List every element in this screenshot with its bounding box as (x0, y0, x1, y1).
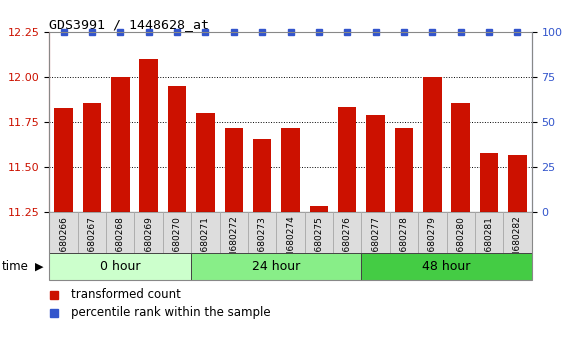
Bar (418, 212, 447, 253)
Bar (248, 212, 277, 253)
Bar (55, 108, 73, 212)
Bar (277, 212, 304, 253)
Bar (83, 103, 101, 212)
Text: ▶: ▶ (35, 261, 44, 272)
Bar (163, 212, 191, 253)
Bar (168, 86, 187, 212)
Text: 24 hour: 24 hour (252, 260, 300, 273)
Bar (475, 212, 503, 253)
Text: GSM680280: GSM680280 (456, 216, 465, 270)
Bar (394, 127, 413, 212)
Bar (111, 77, 130, 212)
Bar (139, 59, 158, 212)
Text: GSM680275: GSM680275 (314, 216, 324, 270)
Bar (281, 127, 300, 212)
Bar (49, 253, 191, 280)
Text: transformed count: transformed count (71, 289, 181, 301)
Bar (134, 212, 163, 253)
Bar (191, 253, 361, 280)
Text: 0 hour: 0 hour (100, 260, 141, 273)
Text: GSM680269: GSM680269 (144, 216, 153, 270)
Bar (508, 155, 526, 212)
Bar (49, 212, 78, 253)
Text: GSM680279: GSM680279 (428, 216, 437, 270)
Bar (367, 115, 385, 212)
Text: GSM680272: GSM680272 (229, 216, 238, 270)
Bar (310, 206, 328, 212)
Bar (361, 253, 532, 280)
Bar (106, 212, 134, 253)
Bar (253, 139, 271, 212)
Bar (196, 113, 214, 212)
Text: GSM680277: GSM680277 (371, 216, 380, 270)
Text: 48 hour: 48 hour (422, 260, 471, 273)
Bar (191, 212, 220, 253)
Bar (304, 212, 333, 253)
Bar (503, 212, 532, 253)
Bar (451, 103, 470, 212)
Text: GSM680282: GSM680282 (513, 216, 522, 270)
Text: GSM680278: GSM680278 (400, 216, 408, 270)
Bar (480, 153, 498, 212)
Bar (220, 212, 248, 253)
Bar (333, 212, 361, 253)
Bar (423, 77, 442, 212)
Bar (224, 127, 243, 212)
Bar (338, 107, 357, 212)
Text: GSM680273: GSM680273 (257, 216, 267, 270)
Text: GSM680271: GSM680271 (201, 216, 210, 270)
Bar (78, 212, 106, 253)
Text: GSM680274: GSM680274 (286, 216, 295, 270)
Text: GSM680268: GSM680268 (116, 216, 125, 270)
Text: GSM680281: GSM680281 (485, 216, 494, 270)
Text: GDS3991 / 1448628_at: GDS3991 / 1448628_at (49, 18, 209, 31)
Text: GSM680270: GSM680270 (173, 216, 181, 270)
Bar (390, 212, 418, 253)
Text: GSM680266: GSM680266 (59, 216, 68, 270)
Text: time: time (2, 260, 28, 273)
Bar (447, 212, 475, 253)
Text: GSM680276: GSM680276 (343, 216, 352, 270)
Text: percentile rank within the sample: percentile rank within the sample (71, 306, 271, 319)
Bar (361, 212, 390, 253)
Text: GSM680267: GSM680267 (87, 216, 96, 270)
